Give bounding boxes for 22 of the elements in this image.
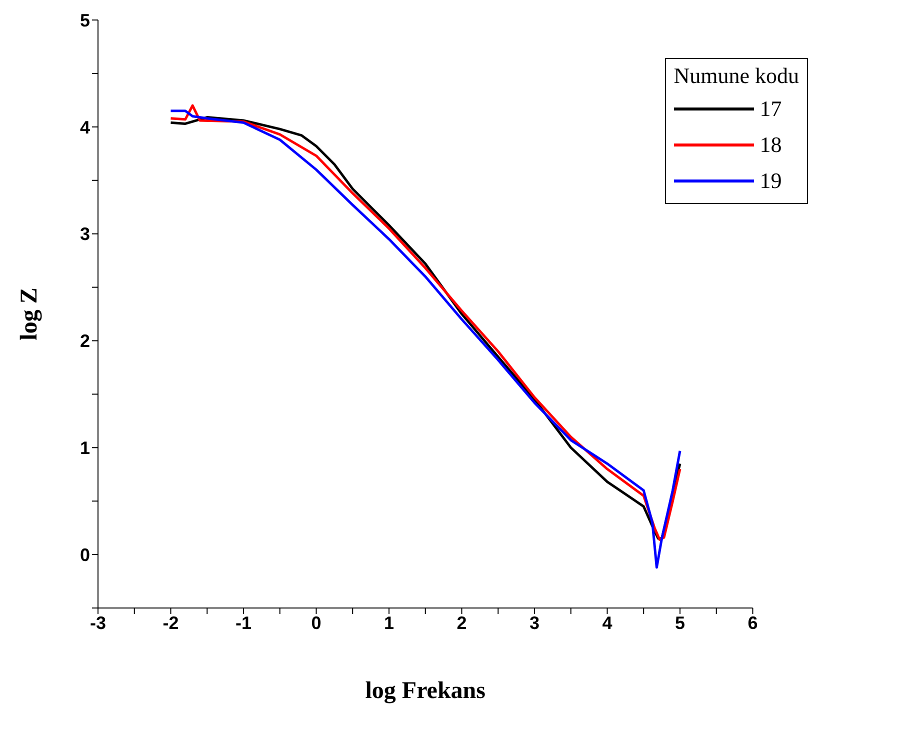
legend-label: 17 (760, 96, 782, 122)
x-tick-label: 5 (674, 612, 685, 633)
x-tick-label: -1 (235, 612, 252, 633)
x-tick-label: 3 (529, 612, 540, 633)
y-tick-label: 4 (80, 117, 90, 138)
y-tick-label: 2 (80, 331, 90, 352)
x-tick-label: -3 (90, 612, 106, 633)
y-axis-title: log Z (16, 288, 43, 340)
legend-label: 18 (760, 132, 782, 158)
y-tick-label: 3 (80, 224, 90, 244)
y-tick-label: 0 (80, 544, 90, 565)
legend-label: 19 (760, 168, 782, 194)
y-tick-label: 1 (80, 438, 90, 458)
legend-title: Numune kodu (674, 63, 799, 89)
y-tick-label: 5 (80, 10, 90, 30)
x-tick-label: 0 (311, 612, 322, 633)
x-tick-label: -2 (162, 612, 179, 633)
x-tick-label: 2 (456, 612, 467, 633)
x-axis-title: log Frekans (365, 678, 486, 704)
x-tick-label: 6 (748, 612, 758, 633)
x-tick-label: 4 (602, 612, 612, 633)
x-tick-label: 1 (384, 612, 394, 633)
